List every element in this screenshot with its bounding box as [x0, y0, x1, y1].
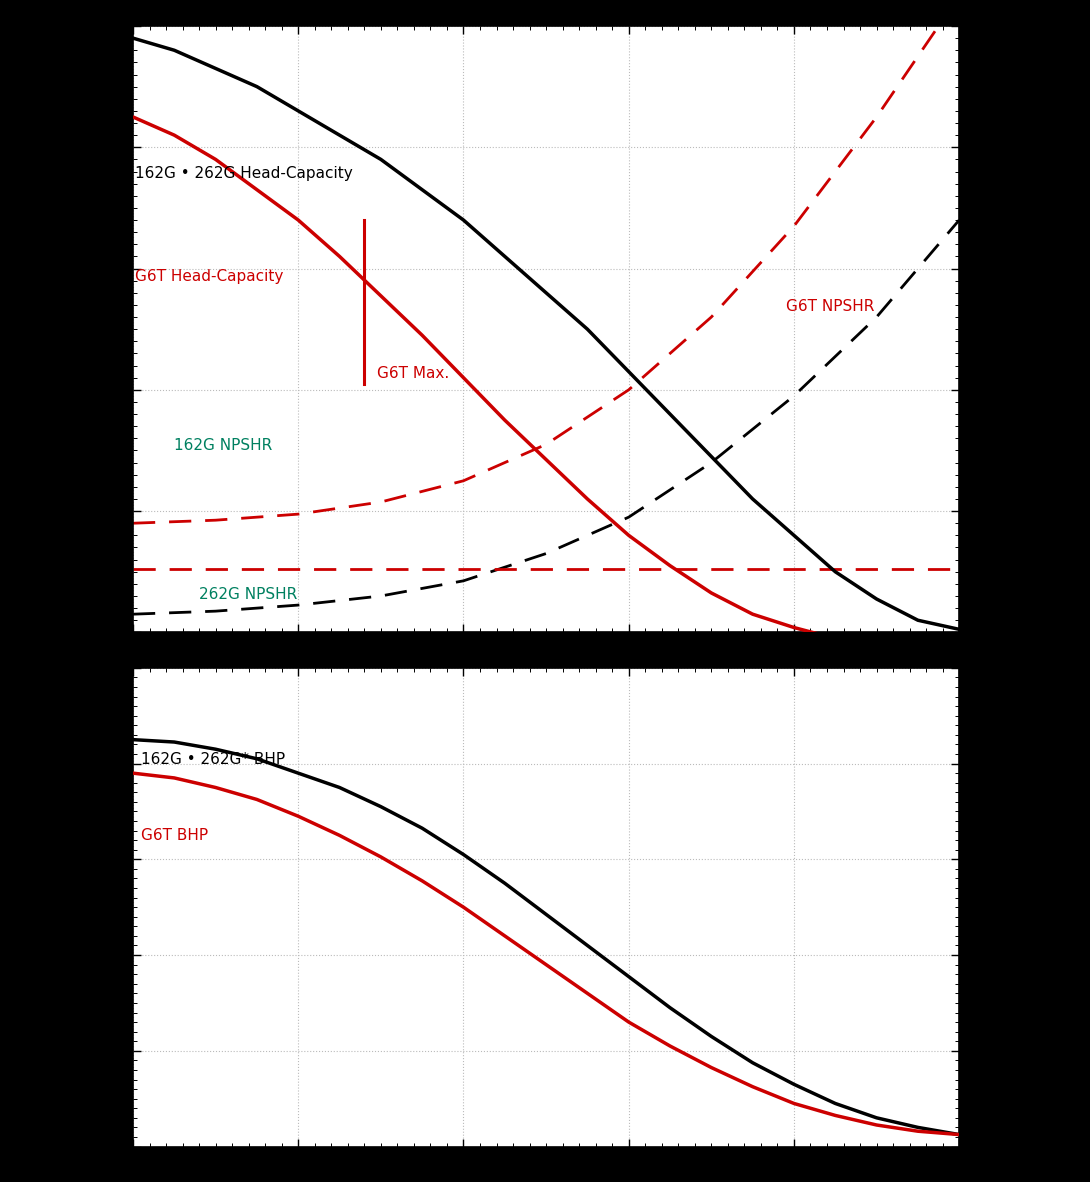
Text: G6T NPSHR: G6T NPSHR [786, 299, 874, 314]
Text: 162G NPSHR: 162G NPSHR [174, 439, 272, 454]
Text: G6T Max.: G6T Max. [377, 365, 449, 381]
Text: G6T BHP: G6T BHP [142, 829, 208, 843]
Text: 162G • 262G Head-Capacity: 162G • 262G Head-Capacity [135, 165, 352, 181]
Text: G6T Head-Capacity: G6T Head-Capacity [135, 268, 283, 284]
Text: 162G • 262G* BHP: 162G • 262G* BHP [142, 752, 286, 767]
Text: 262G NPSHR: 262G NPSHR [199, 587, 298, 602]
